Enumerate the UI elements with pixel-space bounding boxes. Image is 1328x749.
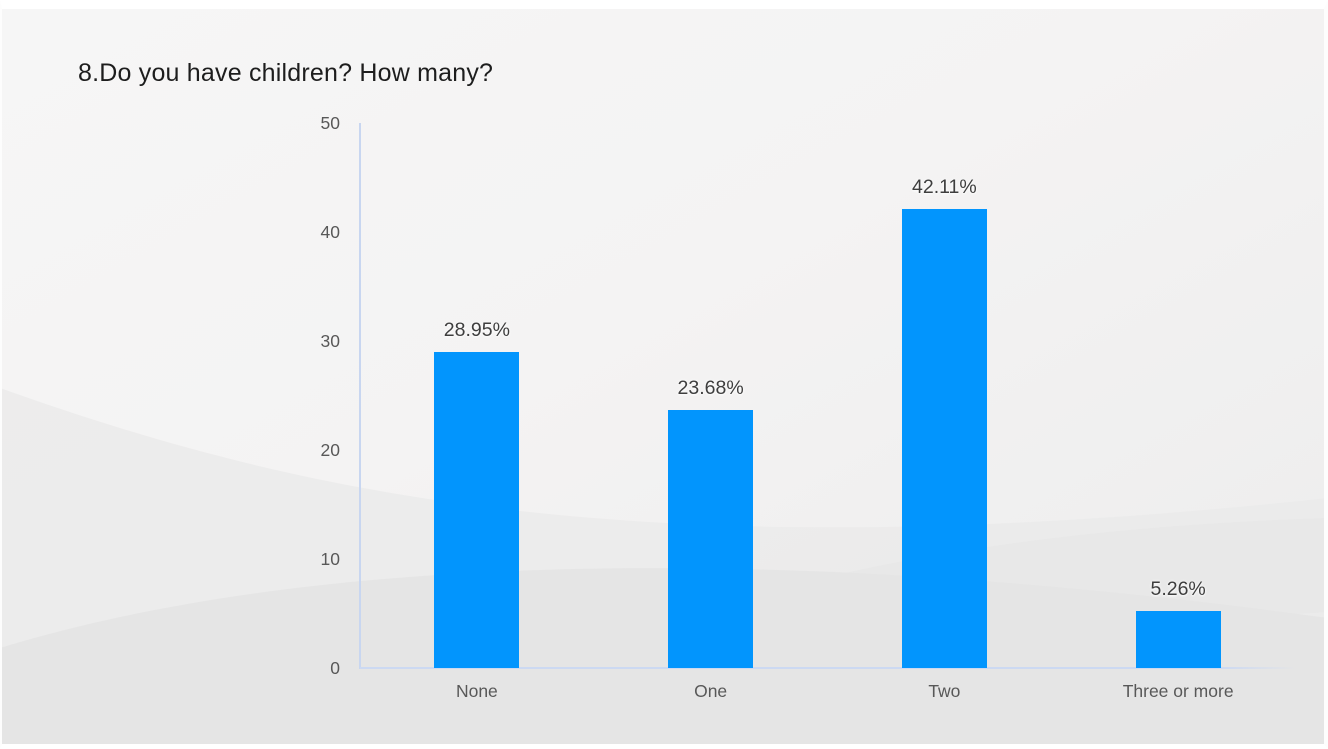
y-axis-line — [359, 123, 361, 669]
x-axis-line — [360, 667, 1295, 669]
x-axis-label: Two — [928, 681, 961, 701]
bar-value-label: 5.26% — [1150, 577, 1206, 600]
x-axis-label: None — [455, 681, 498, 701]
y-axis-tick-label: 40 — [320, 222, 340, 242]
chart-title: 8.Do you have children? How many? — [78, 59, 494, 87]
x-axis-label: One — [694, 681, 728, 701]
bar-value-label: 23.68% — [677, 376, 744, 399]
y-axis-tick-label: 10 — [320, 549, 340, 569]
bar-one — [668, 409, 754, 668]
bar-value-label: 28.95% — [443, 319, 510, 342]
y-axis-tick-label: 0 — [330, 658, 340, 678]
y-axis-tick-label: 20 — [320, 440, 340, 460]
bar-two — [901, 209, 987, 668]
bar-value-label: 42.11% — [912, 176, 977, 198]
y-axis-tick-label: 30 — [320, 331, 340, 351]
bar-none — [434, 352, 520, 668]
bar-three-or-more — [1135, 610, 1221, 668]
x-axis-label: Three or more — [1122, 681, 1234, 701]
y-axis-tick-label: 50 — [320, 113, 340, 133]
